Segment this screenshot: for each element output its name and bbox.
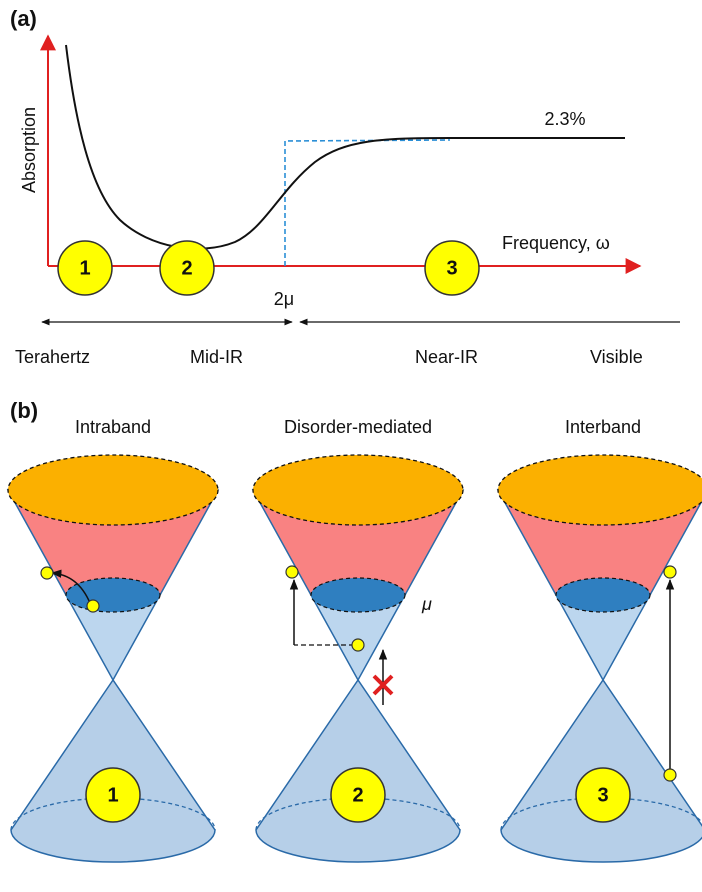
absorption-curve xyxy=(66,45,625,249)
marker-label: 2 xyxy=(352,784,363,806)
region-label: Mid-IR xyxy=(190,347,243,367)
top-surface xyxy=(498,455,702,525)
cone-title: Interband xyxy=(565,417,641,437)
electron xyxy=(41,567,53,579)
electron xyxy=(664,566,676,578)
panel-label: (b) xyxy=(10,398,38,423)
fermi-surface xyxy=(556,578,650,612)
x-axis-label: Frequency, ω xyxy=(502,233,610,253)
fermi-surface xyxy=(311,578,405,612)
electron xyxy=(87,600,99,612)
plateau-label: 2.3% xyxy=(544,109,585,129)
marker-label: 1 xyxy=(107,784,118,806)
fermi-surface xyxy=(66,578,160,612)
marker-label: 3 xyxy=(597,784,608,806)
marker-label: 3 xyxy=(446,257,457,279)
cone-title: Disorder-mediated xyxy=(284,417,432,437)
fermi-label: μ xyxy=(421,594,432,614)
top-surface xyxy=(8,455,218,525)
threshold-label: 2μ xyxy=(274,289,294,309)
panel-label: (a) xyxy=(10,6,37,31)
cone-title: Intraband xyxy=(75,417,151,437)
markers: 1 2 3 xyxy=(58,241,479,295)
figure: (a) Absorption Frequency, ω 2.3% 2μ 123 … xyxy=(0,0,702,892)
top-surface xyxy=(253,455,463,525)
electron xyxy=(664,769,676,781)
regions: Terahertz Mid-IR Near-IR Visible xyxy=(15,347,643,367)
marker-label: 2 xyxy=(181,257,192,279)
marker-label: 1 xyxy=(79,257,90,279)
region-label: Visible xyxy=(590,347,643,367)
cones: Intraband 1 Disorder-mediated 2 Interband 3 μ xyxy=(8,417,702,862)
electron xyxy=(352,639,364,651)
electron xyxy=(286,566,298,578)
region-label: Near-IR xyxy=(415,347,478,367)
region-label: Terahertz xyxy=(15,347,90,367)
step-curve xyxy=(285,140,450,266)
y-axis-label: Absorption xyxy=(19,107,39,193)
